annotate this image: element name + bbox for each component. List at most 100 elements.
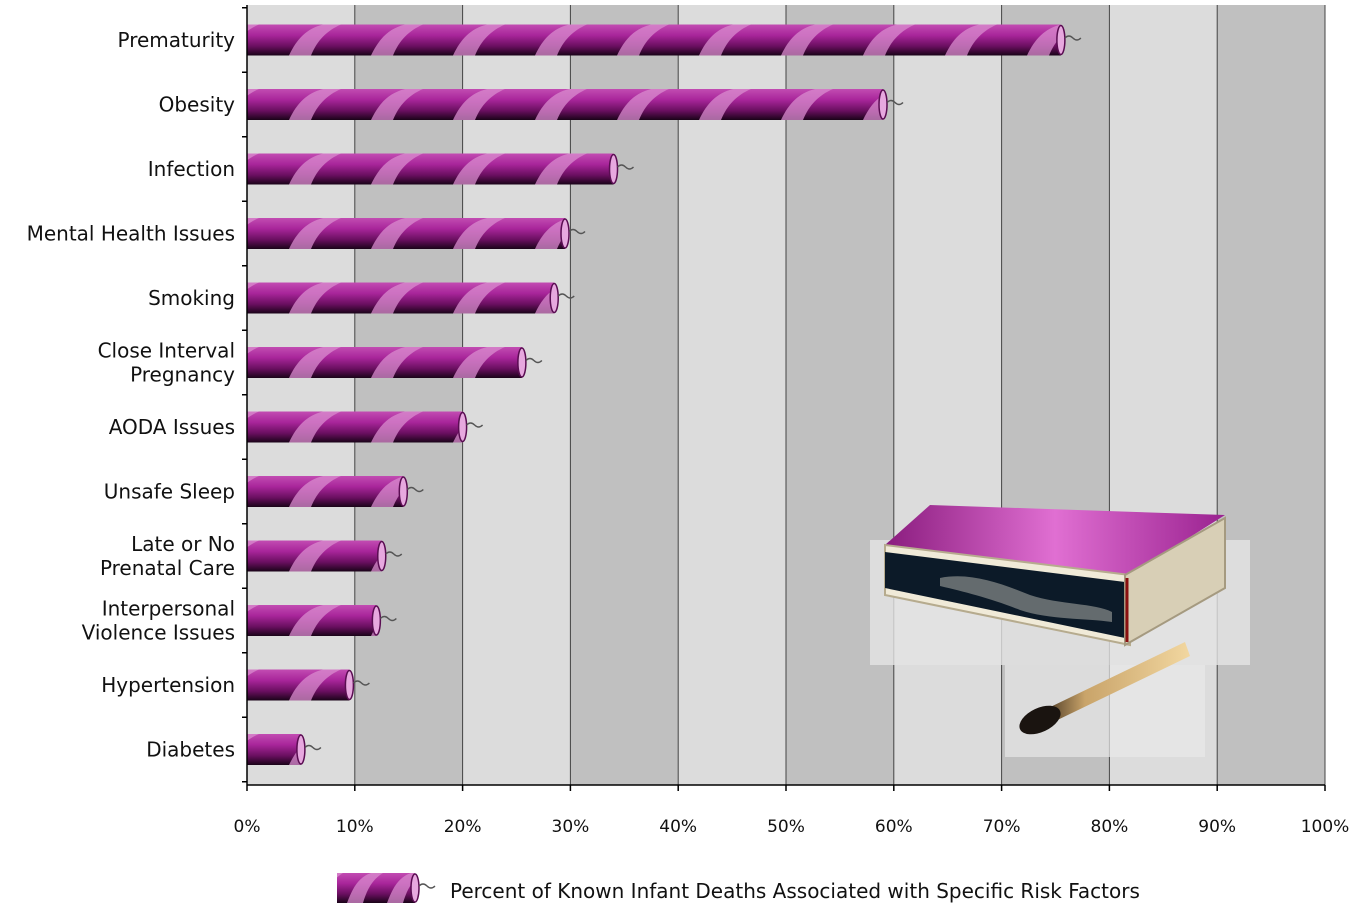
y-tick-label: Close Interval: [98, 339, 235, 363]
bar-stripe: [247, 282, 259, 290]
bar-stripe: [247, 734, 259, 741]
match-stick-icon: [1005, 642, 1205, 757]
legend-stripe: [347, 873, 383, 903]
legend-swatch: [337, 873, 436, 903]
bar: [247, 218, 586, 249]
y-tick-label: Obesity: [159, 93, 236, 117]
bar-fuse: [568, 228, 586, 235]
legend-end-cap: [410, 873, 420, 903]
bar-stripe: [863, 95, 884, 120]
bar-stripe: [535, 219, 566, 249]
plot-band: [462, 5, 571, 785]
bar-stripe: [453, 153, 505, 185]
plot-band: [354, 5, 463, 785]
y-tick-label: Smoking: [148, 286, 235, 310]
y-tick-label: Diabetes: [146, 738, 235, 762]
bar-stripe: [617, 89, 669, 120]
bar-end-cap: [549, 282, 559, 314]
bar-stripe: [371, 476, 404, 507]
bar-stripe: [1027, 24, 1061, 56]
bar: [247, 89, 904, 120]
bar-stripe: [699, 24, 751, 56]
bar-stripe: [535, 24, 587, 56]
bar-stripe: [453, 89, 505, 120]
bar-stripe: [289, 411, 341, 443]
bar-fuse: [304, 744, 322, 751]
bar: [247, 411, 484, 443]
bar: [247, 605, 397, 636]
y-tick-label: Prenatal Care: [100, 556, 235, 580]
bar-end-cap: [608, 153, 619, 185]
bar-stripe: [247, 605, 259, 612]
bar-stripe: [453, 218, 505, 249]
bar-fuse: [406, 486, 424, 493]
bar-stripe: [371, 24, 423, 56]
plot-band: [1217, 5, 1325, 785]
bar-stripe: [289, 605, 341, 636]
bar-stripe: [945, 24, 997, 56]
y-tick-label: Infection: [148, 157, 235, 181]
bar-end-cap: [377, 540, 387, 572]
legend-stripes: [337, 873, 415, 903]
bar-stripe: [453, 282, 505, 314]
plot-band: [786, 5, 894, 785]
bar-end-cap: [878, 89, 888, 120]
bar: [247, 669, 370, 701]
y-tick-label: Violence Issues: [82, 621, 235, 645]
bar-stripe: [617, 24, 669, 56]
matchbox-icon: [870, 505, 1250, 665]
bar-stripe: [781, 89, 833, 120]
bar-stripe: [247, 218, 259, 225]
bar-end-cap: [560, 218, 570, 249]
bar-stripe: [247, 476, 259, 483]
category-labels: Prematurity Obesity Infection Mental Health…: [27, 28, 236, 762]
bar: [247, 153, 635, 185]
bar-stripe: [247, 153, 259, 161]
bar-stripe: [247, 411, 259, 419]
legend-label: Percent of Known Infant Deaths Associate…: [450, 879, 1140, 903]
bar-end-cap: [517, 347, 527, 378]
legend-stripe: [387, 873, 415, 903]
x-tick-label: 80%: [1091, 817, 1129, 837]
y-tick-label: Late or No: [131, 532, 235, 556]
y-tick-label: Hypertension: [101, 673, 235, 697]
bar-stripe: [289, 282, 341, 314]
bar-fuse: [617, 164, 635, 170]
legend-stripe: [337, 873, 343, 878]
bar-stripes: [247, 218, 566, 249]
axes: [242, 5, 1326, 791]
bar-stripe: [247, 669, 259, 677]
bar: [247, 24, 1082, 56]
bar-end-cap: [1056, 24, 1066, 56]
bar-stripe: [289, 153, 341, 185]
bar-fuse: [385, 551, 403, 557]
bar-stripe: [453, 347, 505, 378]
bar-stripe: [535, 89, 587, 120]
bar-stripe: [247, 347, 259, 354]
bar-fuse: [379, 615, 397, 622]
bar-stripe: [289, 476, 341, 507]
bar-stripe: [371, 218, 423, 249]
y-tick-label: Unsafe Sleep: [104, 480, 235, 504]
bar-stripe: [247, 540, 259, 548]
bar-stripe: [289, 669, 341, 701]
bars: [247, 24, 1082, 765]
bar: [247, 282, 575, 314]
bar-fuse: [1064, 35, 1082, 41]
bar-stripes: [247, 24, 1061, 56]
bar-stripes: [247, 669, 341, 701]
bar-end-cap: [457, 411, 468, 443]
bar-body: [247, 411, 463, 443]
bar-stripes: [247, 153, 587, 185]
bar-end-cap: [344, 669, 355, 701]
bar-end-cap: [296, 734, 306, 765]
bar-stripe: [371, 89, 423, 120]
x-tick-label: 10%: [336, 817, 374, 837]
x-tick-label: 30%: [552, 817, 590, 837]
bar-stripe: [453, 24, 505, 56]
bar-stripe: [289, 347, 341, 378]
bar: [247, 734, 322, 765]
y-tick-label: Interpersonal: [102, 597, 235, 621]
bar-end-cap: [398, 476, 409, 507]
